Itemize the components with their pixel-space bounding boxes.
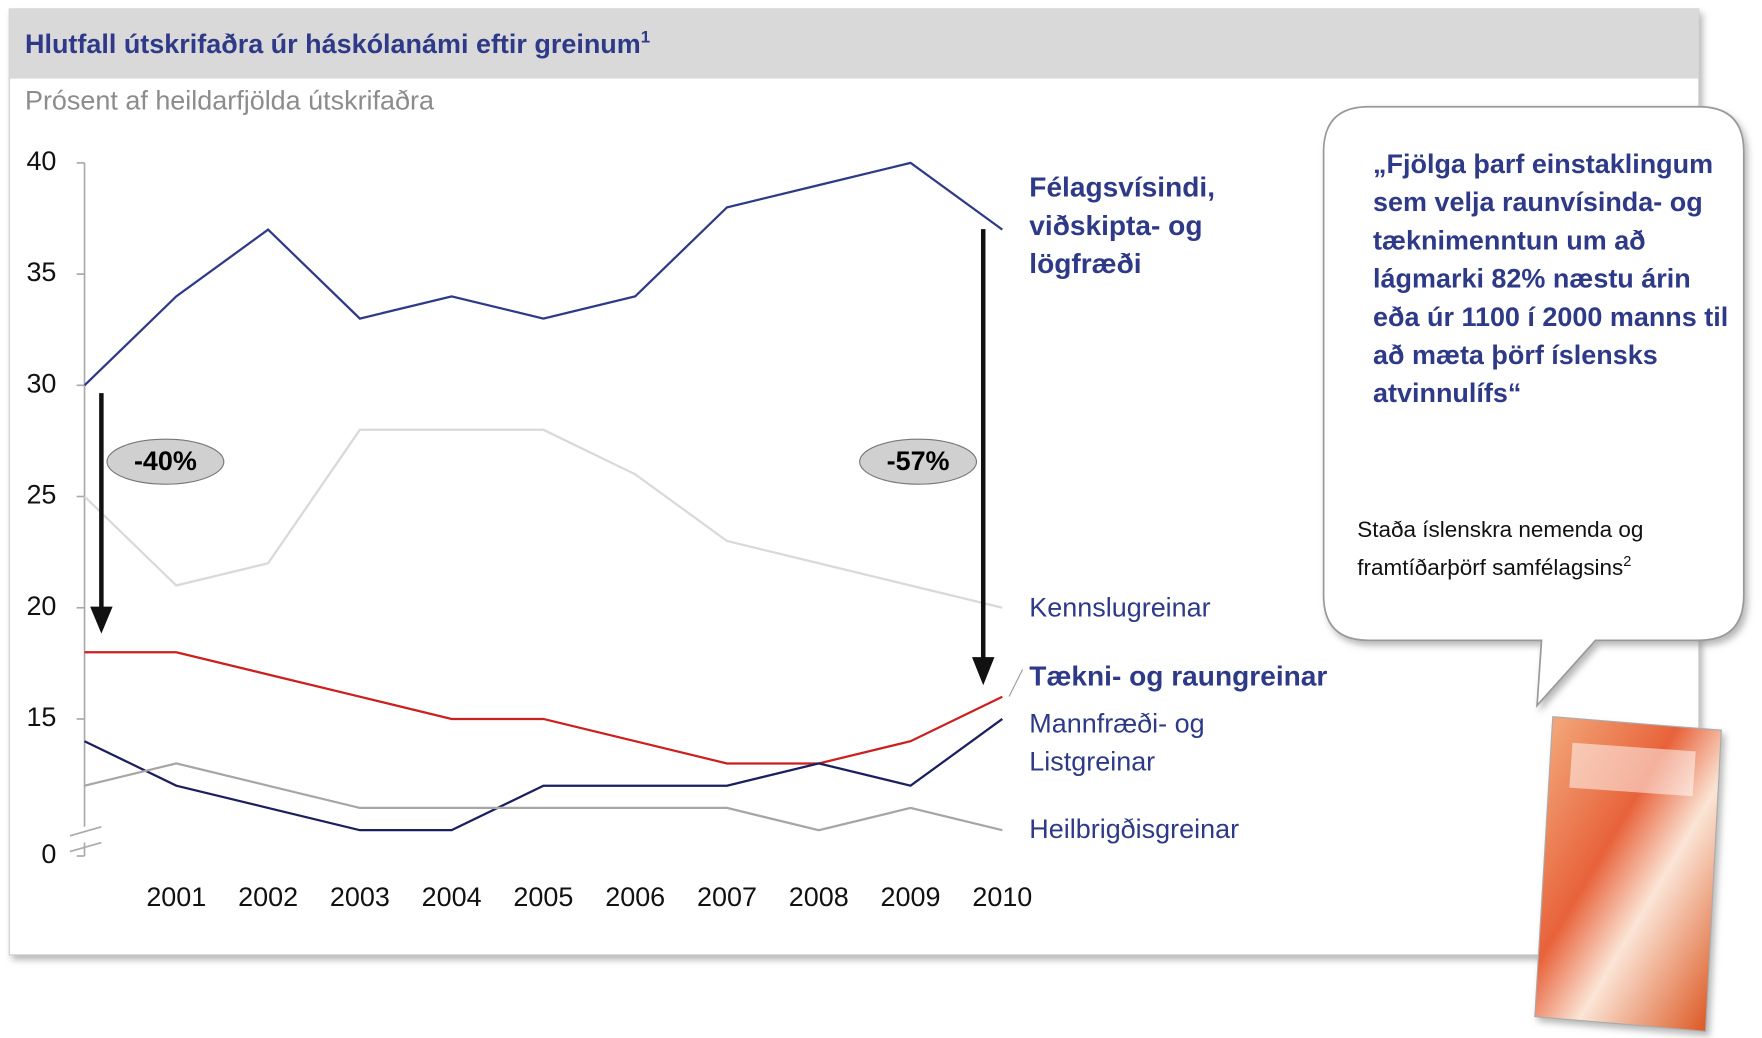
legend-label: Mannfræði- og Listgreinar — [1029, 708, 1205, 778]
callout-quote-box: „Fjölga þarf einstaklingum sem velja rau… — [1373, 149, 1729, 409]
legend-box: Mannfræði- og Listgreinar — [1029, 708, 1205, 778]
x-tick-label: 2006 — [605, 882, 665, 912]
legend-box: Heilbrigðisgreinar — [1029, 814, 1240, 845]
series-line — [84, 762, 1003, 832]
annotation: -40% — [134, 446, 197, 476]
x-tick-label: 2007 — [697, 882, 757, 912]
annotation-bubble — [106, 438, 225, 485]
series-line — [83, 161, 1003, 387]
callout-bubble — [1322, 105, 1745, 708]
x-tick-label: 2002 — [238, 882, 298, 912]
series-line — [84, 718, 1003, 832]
annotation-bubble — [859, 438, 978, 485]
chart-title: Hlutfall útskrifaðra úr háskólanámi efti… — [24, 29, 641, 60]
title-note: 1 — [640, 28, 651, 48]
legend-label: Félagsvísindi, viðskipta- og lögfræði — [1029, 171, 1216, 280]
x-tick-label: 2010 — [972, 882, 1032, 912]
y-tick-label: 20 — [26, 591, 56, 621]
legend-box: Tækni- og raungreinar — [1029, 660, 1328, 692]
callout-source: Staða íslenskra nemenda og framtíðarþörf… — [1357, 517, 1644, 581]
y-tick-label: 25 — [26, 480, 56, 510]
legend-box: Kennslugreinar — [1029, 593, 1211, 624]
x-tick-label: 2004 — [422, 882, 482, 912]
x-tick-label: 2001 — [146, 882, 206, 912]
series-line — [84, 651, 1003, 765]
y-tick-label: 35 — [26, 257, 56, 287]
callout-quote: „Fjölga þarf einstaklingum sem velja rau… — [1373, 149, 1729, 409]
legend-label: Tækni- og raungreinar — [1029, 660, 1328, 692]
callout-source-wrap: Staða íslenskra nemenda og framtíðarþörf… — [1357, 515, 1739, 584]
legend-label: Kennslugreinar — [1029, 593, 1211, 624]
x-tick-label: 2003 — [330, 882, 390, 912]
x-tick-label: 2009 — [881, 882, 941, 912]
axis-break — [69, 825, 102, 837]
y-tick-label: 0 — [41, 839, 56, 869]
y-tick-label: 30 — [26, 368, 56, 398]
axis-break — [69, 841, 102, 853]
legend-box: Félagsvísindi, viðskipta- og lögfræði — [1029, 171, 1216, 280]
source-note: 2 — [1623, 552, 1632, 570]
series-line — [83, 428, 1003, 609]
subtitle: Prósent af heildarfjölda útskrifaðra — [25, 85, 434, 115]
report-title-area — [1569, 742, 1696, 797]
header-bar — [9, 8, 1699, 79]
arrow-head — [971, 657, 995, 686]
y-tick-label: 15 — [26, 702, 56, 732]
report-cover — [1534, 716, 1722, 1032]
x-tick-label: 2008 — [789, 882, 849, 912]
x-tick-label: 2005 — [513, 882, 573, 912]
leader-line — [1008, 669, 1024, 697]
annotation: -57% — [887, 446, 950, 476]
y-tick-label: 40 — [26, 146, 56, 176]
legend-label: Heilbrigðisgreinar — [1029, 814, 1240, 845]
chart-title-wrap: Hlutfall útskrifaðra úr háskólanámi efti… — [25, 16, 1373, 68]
title-box: Hlutfall útskrifaðra úr háskólanámi efti… — [25, 16, 1373, 68]
arrow-head — [90, 606, 113, 634]
callout-source-box: Staða íslenskra nemenda og framtíðarþörf… — [1357, 515, 1739, 584]
